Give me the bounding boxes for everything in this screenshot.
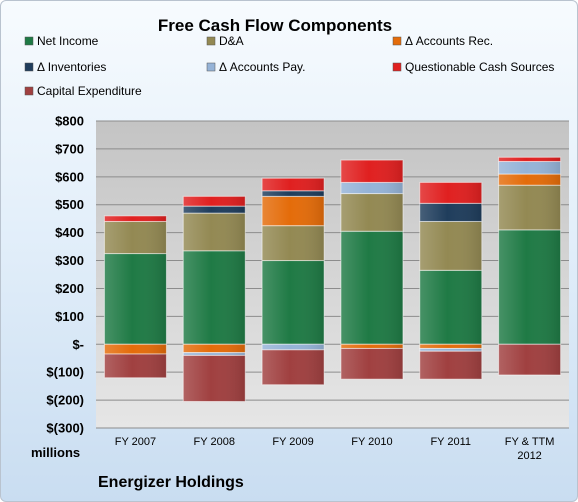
bar-capital-expenditure-fy-2010 (340, 347, 404, 380)
bar-delta-inventories-fy-2008 (182, 205, 246, 214)
bar-questionable-cash-sources-fy-2009 (261, 177, 325, 192)
company-name: Energizer Holdings (98, 474, 244, 491)
bar-questionable-cash-sources-fy-2010 (340, 159, 404, 183)
bar-net-income-fy-and-ttm-2012 (498, 229, 562, 345)
bar-capital-expenditure-fy-and-ttm-2012 (498, 343, 562, 376)
legend-swatch-capital-expenditure (24, 86, 34, 96)
legend-swatch-danda (206, 36, 216, 46)
legend-label-danda: D&A (219, 34, 244, 48)
bar-delta-accounts-rec-fy-2009 (261, 195, 325, 227)
bar-danda-fy-2008 (182, 212, 246, 252)
legend-label-questionable-cash-sources: Questionable Cash Sources (405, 60, 554, 74)
y-axis-unit-label: millions (31, 445, 80, 460)
bar-delta-accounts-pay-fy-2009 (261, 343, 325, 351)
y-tick-label: $500 (55, 197, 84, 212)
legend-label-capital-expenditure: Capital Expenditure (37, 84, 142, 98)
bar-net-income-fy-2007 (103, 253, 167, 345)
bar-delta-inventories-fy-2011 (419, 202, 483, 222)
bar-danda-fy-and-ttm-2012 (498, 184, 562, 231)
bar-danda-fy-2007 (103, 220, 167, 255)
legend-label-delta-inventories: Δ Inventories (37, 60, 106, 74)
chart-title: Free Cash Flow Components (158, 16, 392, 35)
legend-label-delta-accounts-rec: Δ Accounts Rec. (405, 34, 493, 48)
bar-questionable-cash-sources-fy-and-ttm-2012 (498, 156, 562, 162)
y-tick-label: $600 (55, 169, 84, 184)
legend-swatch-questionable-cash-sources (392, 62, 402, 72)
y-axis: $800 $700 $600 $500 $400 $300 $200 $100 $- $(100)… (46, 114, 84, 436)
bar-delta-accounts-pay-fy-and-ttm-2012 (498, 160, 562, 175)
bar-delta-accounts-pay-fy-2010 (340, 181, 404, 195)
bar-questionable-cash-sources-fy-2008 (182, 195, 246, 207)
bar-net-income-fy-2009 (261, 260, 325, 345)
bar-delta-accounts-rec-fy-and-ttm-2012 (498, 173, 562, 186)
bar-danda-fy-2010 (340, 193, 404, 232)
y-tick-label: $(100) (46, 365, 84, 380)
bar-delta-accounts-rec-fy-2007 (103, 343, 167, 355)
legend-swatch-delta-accounts-pay (206, 62, 216, 72)
bar-net-income-fy-2011 (419, 269, 483, 345)
x-tick-label: FY 2011 (430, 436, 471, 448)
legend-label-net-income: Net Income (37, 34, 99, 48)
bar-capital-expenditure-fy-2008 (182, 354, 246, 402)
y-tick-label: $200 (55, 281, 84, 296)
bar-capital-expenditure-fy-2009 (261, 349, 325, 386)
x-tick-label: 2012 (517, 450, 541, 462)
x-axis: FY 2007 FY 2008 FY 2009 FY 2010 FY 2011 FY & … (115, 436, 555, 462)
y-tick-label: $700 (55, 141, 84, 156)
legend: Net Income D&A Δ Accounts Rec. Δ Inventorie… (24, 34, 554, 98)
y-tick-label: $800 (55, 114, 84, 129)
y-tick-label: $300 (55, 253, 84, 268)
plot-area (96, 121, 569, 428)
y-tick-label: $- (72, 337, 84, 352)
bar-danda-fy-2009 (261, 225, 325, 262)
bar-delta-accounts-rec-fy-2011 (419, 343, 483, 349)
bar-delta-accounts-rec-fy-2010 (340, 343, 404, 349)
bar-net-income-fy-2010 (340, 230, 404, 345)
bar-questionable-cash-sources-fy-2011 (419, 181, 483, 204)
bar-net-income-fy-2008 (182, 250, 246, 345)
bar-capital-expenditure-fy-2011 (419, 350, 483, 380)
bar-delta-inventories-fy-2009 (261, 190, 325, 197)
bar-delta-accounts-rec-fy-2008 (182, 343, 246, 354)
legend-swatch-net-income (24, 36, 34, 46)
bar-capital-expenditure-fy-2007 (103, 353, 167, 379)
y-tick-label: $400 (55, 225, 84, 240)
legend-swatch-delta-inventories (24, 62, 34, 72)
bar-danda-fy-2011 (419, 220, 483, 271)
legend-swatch-delta-accounts-rec (392, 36, 402, 46)
x-tick-label: FY & TTM (505, 436, 555, 448)
bar-questionable-cash-sources-fy-2007 (103, 215, 167, 222)
x-tick-label: FY 2008 (194, 436, 235, 448)
x-tick-label: FY 2010 (351, 436, 392, 448)
y-tick-label: $(300) (46, 421, 84, 436)
gridlines (96, 120, 569, 429)
legend-label-delta-accounts-pay: Δ Accounts Pay. (219, 60, 306, 74)
x-tick-label: FY 2007 (115, 436, 156, 448)
y-tick-label: $(200) (46, 393, 84, 408)
y-tick-label: $100 (55, 309, 84, 324)
x-tick-label: FY 2009 (272, 436, 313, 448)
